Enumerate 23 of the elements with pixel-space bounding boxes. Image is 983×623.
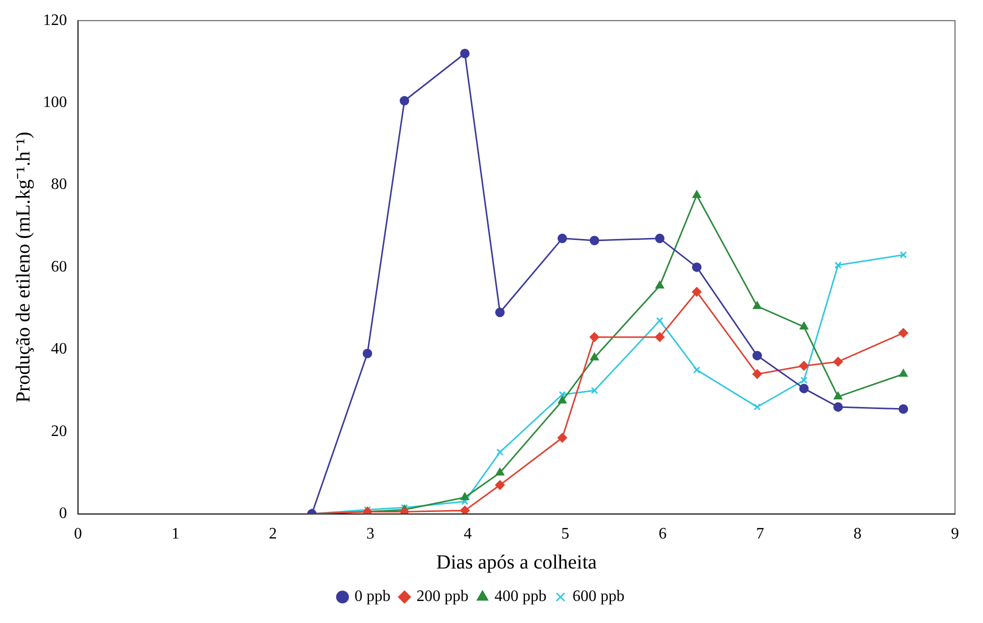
x-tick-label: 0 [74, 526, 82, 543]
x-axis-title: Dias após a colheita [436, 551, 597, 574]
x-tick-label: 9 [951, 526, 959, 543]
x-tick-label: 8 [854, 526, 862, 543]
x-tick-label: 4 [464, 526, 472, 543]
x-tick-label: 5 [561, 526, 570, 543]
x-tick-label: 7 [756, 526, 764, 543]
y-axis-title: Produção de etileno (mL.kg⁻¹.h⁻¹) [12, 132, 34, 403]
legend-label: 200 ppb [416, 588, 468, 606]
legend-label: 600 ppb [572, 588, 624, 606]
x-tick-label: 2 [268, 526, 277, 543]
x-tick-label: 3 [366, 526, 374, 543]
x-tick-label: 1 [171, 526, 180, 543]
y-tick-label: 20 [51, 422, 67, 440]
legend-label: 400 ppb [494, 588, 546, 606]
y-tick-label: 60 [51, 258, 67, 276]
y-tick-label: 0 [59, 505, 67, 522]
y-tick-label: 100 [43, 94, 67, 112]
y-tick-label: 80 [51, 176, 67, 194]
y-tick-label: 120 [43, 12, 67, 29]
y-tick-label: 40 [51, 340, 67, 358]
x-tick-label: 6 [658, 526, 667, 543]
legend-label: 0 ppb [354, 588, 390, 606]
